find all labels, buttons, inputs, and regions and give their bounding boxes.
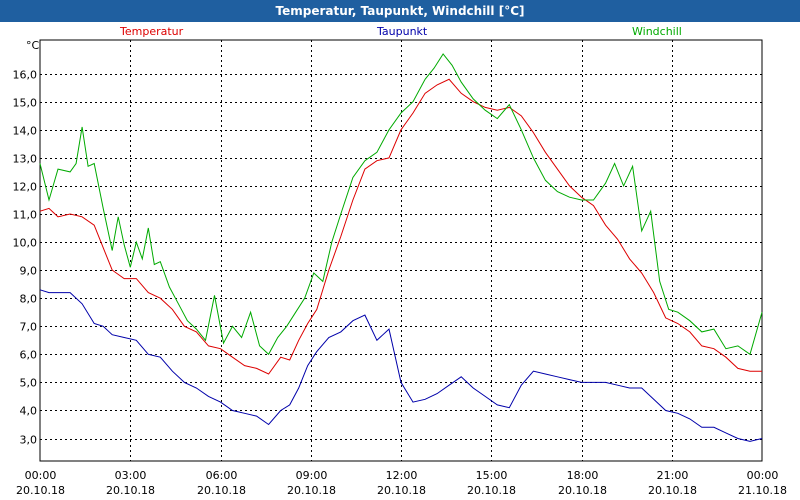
x-tick-date: 20.10.18 <box>106 484 155 497</box>
y-tick-label: 12,0 <box>13 181 38 194</box>
x-tick-date: 20.10.18 <box>197 484 246 497</box>
x-tick-date: 20.10.18 <box>467 484 516 497</box>
x-tick-time: 18:00 <box>567 469 599 482</box>
series-line-taupunkt <box>39 289 763 442</box>
y-tick-label: 4,0 <box>20 405 38 418</box>
x-tick-date: 20.10.18 <box>648 484 697 497</box>
y-tick-label: 3,0 <box>20 434 38 447</box>
y-tick-label: 13,0 <box>13 153 38 166</box>
y-tick-label: 6,0 <box>20 349 38 362</box>
x-tick-time: 15:00 <box>476 469 508 482</box>
x-tick-date: 20.10.18 <box>377 484 426 497</box>
y-tick-label: 9,0 <box>20 265 38 278</box>
x-tick-date: 20.10.18 <box>16 484 65 497</box>
y-tick-label: 7,0 <box>20 321 38 334</box>
y-tick-label: 11,0 <box>13 209 38 222</box>
series-line-temperatur <box>39 78 762 375</box>
legend-taupunkt: Taupunkt <box>377 25 428 38</box>
y-axis-unit: °C <box>26 39 40 52</box>
legend-windchill: Windchill <box>632 25 682 38</box>
legend-temperatur: Temperatur <box>120 25 184 38</box>
chart-title: Temperatur, Taupunkt, Windchill [°C] <box>0 0 800 22</box>
x-tick-date: 20.10.18 <box>287 484 336 497</box>
y-tick-label: 14,0 <box>13 125 38 138</box>
y-tick-label: 5,0 <box>20 377 38 390</box>
y-tick-label: 8,0 <box>20 293 38 306</box>
x-tick-time: 06:00 <box>206 469 238 482</box>
x-tick-time: 00:00 <box>747 469 779 482</box>
x-tick-time: 12:00 <box>386 469 418 482</box>
y-tick-label: 16,0 <box>13 69 38 82</box>
y-tick-label: 10,0 <box>13 237 38 250</box>
x-tick-time: 03:00 <box>115 469 147 482</box>
x-tick-time: 00:00 <box>25 469 57 482</box>
y-tick-label: 15,0 <box>13 97 38 110</box>
x-tick-time: 21:00 <box>657 469 689 482</box>
x-tick-date: 20.10.18 <box>558 484 607 497</box>
series-line-windchill <box>39 53 763 356</box>
x-tick-time: 09:00 <box>296 469 328 482</box>
x-tick-date: 21.10.18 <box>738 484 787 497</box>
